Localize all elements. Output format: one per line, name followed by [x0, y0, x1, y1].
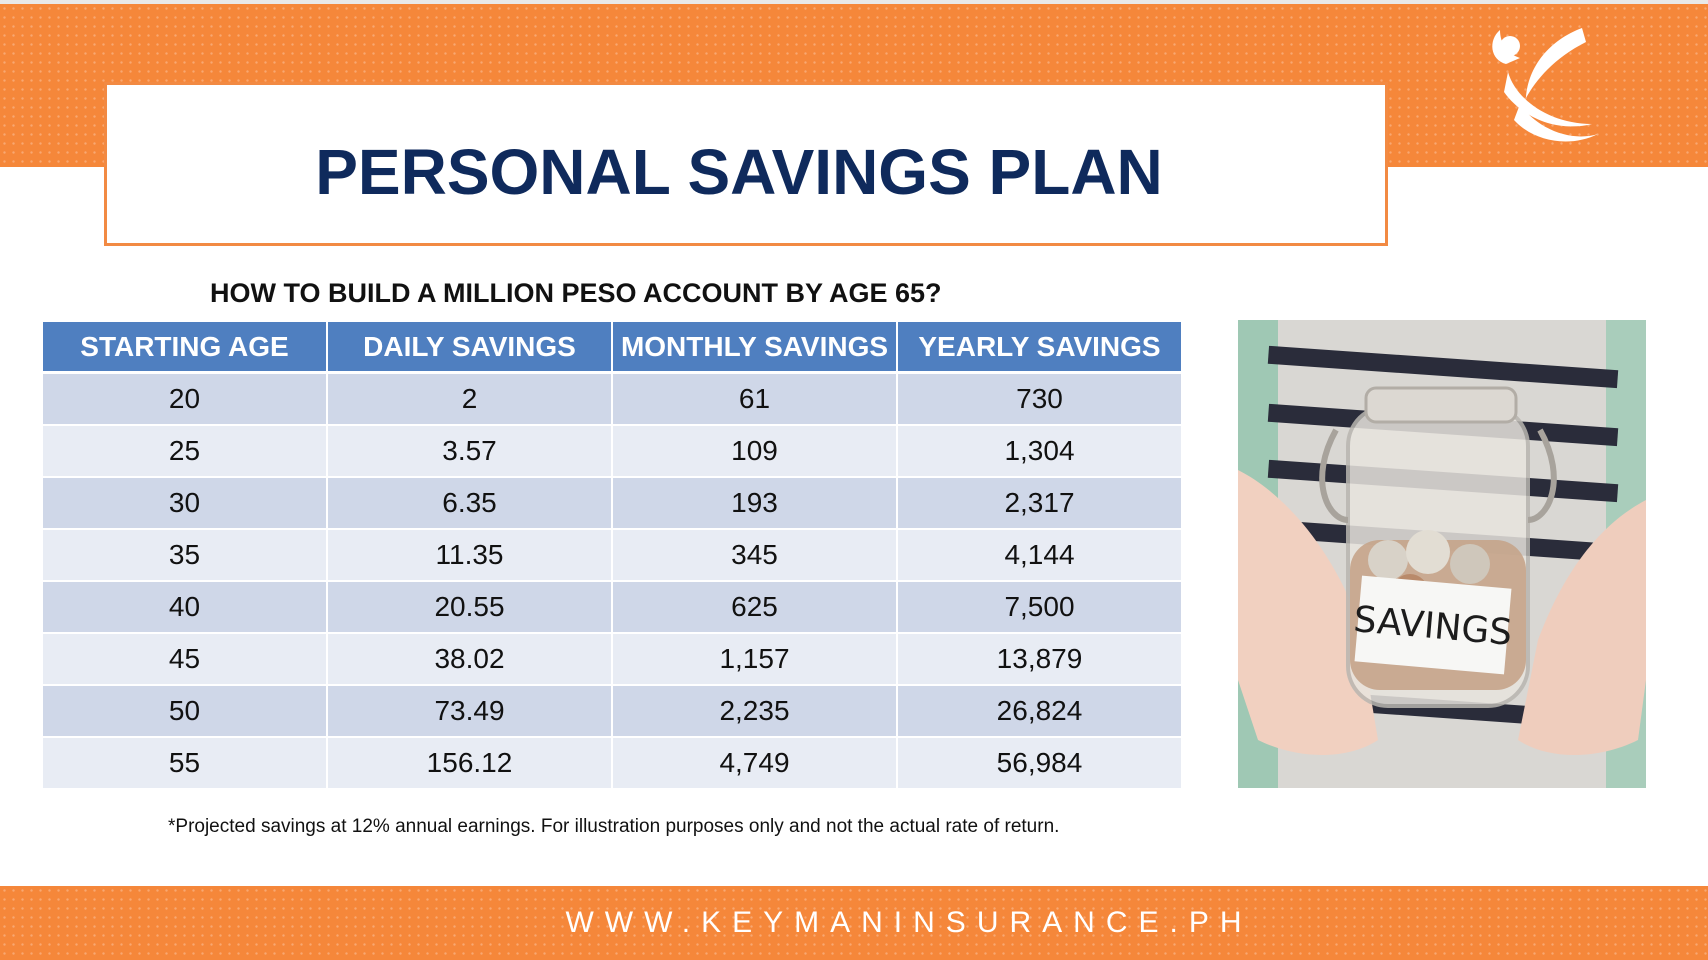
cell-monthly-savings: 61 [613, 374, 898, 426]
cell-starting-age: 55 [43, 738, 328, 790]
cell-monthly-savings: 4,749 [613, 738, 898, 790]
cell-monthly-savings: 625 [613, 582, 898, 634]
cell-monthly-savings: 193 [613, 478, 898, 530]
table-row: 20 2 61 730 [43, 374, 1181, 426]
cell-monthly-savings: 2,235 [613, 686, 898, 738]
title-box: PERSONAL SAVINGS PLAN [104, 82, 1388, 246]
table-row: 40 20.55 625 7,500 [43, 582, 1181, 634]
header-starting-age: STARTING AGE [43, 322, 328, 374]
cell-starting-age: 25 [43, 426, 328, 478]
table-row: 55 156.12 4,749 56,984 [43, 738, 1181, 790]
table-row: 35 11.35 345 4,144 [43, 530, 1181, 582]
cell-daily-savings: 156.12 [328, 738, 613, 790]
cell-monthly-savings: 109 [613, 426, 898, 478]
table-row: 45 38.02 1,157 13,879 [43, 634, 1181, 686]
table-row: 50 73.49 2,235 26,824 [43, 686, 1181, 738]
keyman-figure-logo-icon [1492, 28, 1598, 142]
subtitle: HOW TO BUILD A MILLION PESO ACCOUNT BY A… [210, 278, 942, 308]
cell-yearly-savings: 7,500 [898, 582, 1181, 634]
cell-starting-age: 30 [43, 478, 328, 530]
cell-daily-savings: 20.55 [328, 582, 613, 634]
cell-daily-savings: 3.57 [328, 426, 613, 478]
cell-yearly-savings: 730 [898, 374, 1181, 426]
table-row: 30 6.35 193 2,317 [43, 478, 1181, 530]
cell-daily-savings: 2 [328, 374, 613, 426]
cell-monthly-savings: 1,157 [613, 634, 898, 686]
header-yearly-savings: YEARLY SAVINGS [898, 322, 1181, 374]
cell-starting-age: 50 [43, 686, 328, 738]
savings-jar-photo: SAVINGS [1238, 320, 1646, 788]
cell-yearly-savings: 56,984 [898, 738, 1181, 790]
savings-jar-illustration: SAVINGS [1238, 320, 1646, 788]
cell-yearly-savings: 1,304 [898, 426, 1181, 478]
savings-table: STARTING AGE DAILY SAVINGS MONTHLY SAVIN… [43, 322, 1181, 790]
cell-monthly-savings: 345 [613, 530, 898, 582]
cell-starting-age: 40 [43, 582, 328, 634]
cell-daily-savings: 11.35 [328, 530, 613, 582]
cell-starting-age: 20 [43, 374, 328, 426]
page-title: PERSONAL SAVINGS PLAN [315, 136, 1163, 208]
footer-website-url[interactable]: WWW.KEYMANINSURANCE.PH [565, 906, 1253, 939]
bottom-orange-band [0, 886, 1708, 960]
cell-daily-savings: 6.35 [328, 478, 613, 530]
cell-daily-savings: 73.49 [328, 686, 613, 738]
cell-starting-age: 45 [43, 634, 328, 686]
cell-yearly-savings: 13,879 [898, 634, 1181, 686]
footnote: *Projected savings at 12% annual earning… [168, 816, 1060, 837]
header-monthly-savings: MONTHLY SAVINGS [613, 322, 898, 374]
table-header-row: STARTING AGE DAILY SAVINGS MONTHLY SAVIN… [43, 322, 1181, 374]
cell-starting-age: 35 [43, 530, 328, 582]
header-daily-savings: DAILY SAVINGS [328, 322, 613, 374]
cell-yearly-savings: 26,824 [898, 686, 1181, 738]
cell-yearly-savings: 4,144 [898, 530, 1181, 582]
table-row: 25 3.57 109 1,304 [43, 426, 1181, 478]
cell-yearly-savings: 2,317 [898, 478, 1181, 530]
cell-daily-savings: 38.02 [328, 634, 613, 686]
